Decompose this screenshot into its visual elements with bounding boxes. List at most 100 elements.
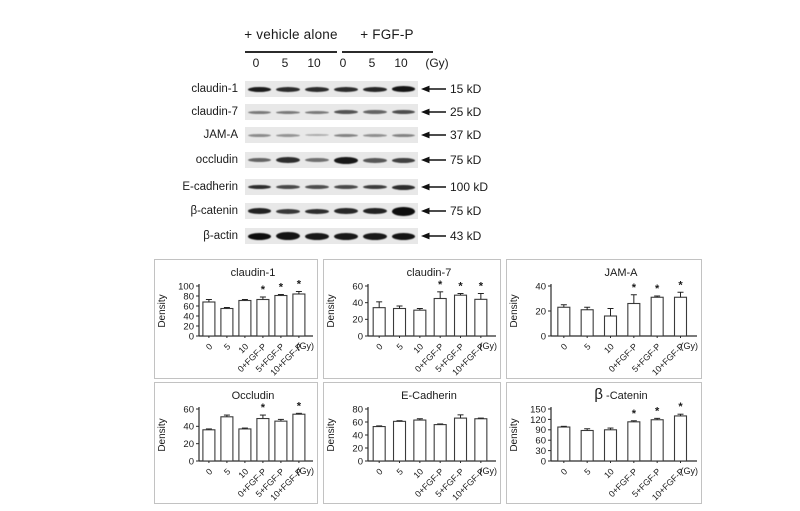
- blot-strip: [245, 179, 418, 195]
- kd-marker: 37 kD: [450, 128, 482, 142]
- y-tick-label: 30: [535, 446, 546, 457]
- x-tick-label: 10: [411, 466, 425, 480]
- significance-asterisk: *: [279, 282, 284, 294]
- bar: [580, 309, 594, 337]
- chart-box-occludin: Occludin Density 0 20 40 60 0 5 10 * 0+FGF-P 5+FGF-…: [154, 382, 318, 504]
- blot-band: [247, 86, 272, 92]
- bar: [256, 417, 270, 462]
- x-tick-label: 5: [222, 341, 233, 352]
- blot-band: [391, 86, 416, 92]
- y-tick-label: 20: [183, 321, 194, 332]
- bar: [220, 416, 234, 462]
- chart-box-claudin-7: claudin-7 Density 0 20 40 60 0 5 10 * 0+FGF-P * 5+FG…: [323, 259, 501, 379]
- bar: [202, 301, 216, 337]
- y-tick-label: 80: [352, 404, 363, 415]
- dose-label: 10: [394, 56, 408, 70]
- significance-asterisk: *: [632, 408, 637, 420]
- bar: [650, 296, 664, 337]
- bar: [627, 302, 641, 337]
- blot-band: [334, 86, 358, 92]
- blot-band: [334, 133, 358, 137]
- blot-band: [276, 86, 301, 92]
- blot-band: [334, 185, 358, 189]
- x-unit-label: (Gy): [681, 466, 699, 476]
- blot-band: [391, 206, 416, 216]
- x-unit-label: (Gy): [480, 341, 498, 351]
- y-axis-label: Density: [509, 418, 520, 451]
- western-blot-panel: + vehicle alone + FGF-P 0 5 10 0 5 10 (G…: [0, 0, 800, 255]
- blot-strip: [245, 104, 418, 120]
- significance-asterisk: *: [479, 281, 484, 293]
- y-axis-label: Density: [157, 294, 168, 327]
- x-unit-label: (Gy): [681, 341, 699, 351]
- group-underline-vehicle: [245, 51, 337, 53]
- bar: [650, 419, 664, 462]
- bar: [453, 417, 468, 462]
- blot-band: [391, 133, 416, 137]
- chart-box-claudin-1: claudin-1 Density 0 20 40 60 80 100 0 5 10 * 0+FGF-P…: [154, 259, 318, 379]
- density-chart-grid: claudin-1 Density 0 20 40 60 80 100 0 5 10 * 0+FGF-P…: [154, 259, 702, 504]
- blot-band: [276, 208, 301, 214]
- significance-asterisk: *: [297, 279, 302, 291]
- y-tick-label: 0: [541, 456, 546, 467]
- y-tick-label: 60: [183, 404, 194, 415]
- dose-unit-label: (Gy): [425, 56, 449, 70]
- left-arrow-icon: [421, 156, 446, 164]
- x-tick-label: 5: [582, 341, 593, 352]
- blot-band: [247, 158, 272, 162]
- left-arrow-icon: [421, 183, 446, 191]
- blot-band: [247, 133, 272, 137]
- chart-box-b-catenin: β -Catenin Density 0 30 60 90 120 150 0 5 10 * 0+FGF…: [506, 382, 702, 504]
- x-tick-label: 5: [394, 466, 405, 477]
- y-tick-label: 40: [535, 281, 546, 292]
- y-tick-label: 20: [535, 306, 546, 317]
- x-tick-label: 5: [222, 466, 233, 477]
- blot-strip: [245, 228, 418, 244]
- blot-band: [334, 208, 358, 214]
- y-tick-label: 100: [178, 281, 194, 292]
- blot-band: [362, 86, 387, 92]
- blot-band: [362, 208, 387, 214]
- blot-band: [305, 86, 329, 92]
- blot-band: [362, 185, 387, 189]
- y-axis-label: Density: [157, 418, 168, 451]
- blot-row-e-cadherin: E-cadherin 100 kD: [0, 178, 800, 196]
- bar: [413, 419, 427, 462]
- x-tick-label: 0: [559, 341, 570, 352]
- y-tick-label: 60: [183, 301, 194, 312]
- blot-row-occludin: occludin 75 kD: [0, 151, 800, 169]
- blot-band: [276, 157, 301, 163]
- x-unit-label: (Gy): [297, 466, 315, 476]
- chart-title: claudin-7: [407, 267, 452, 279]
- blot-band: [276, 232, 301, 240]
- chart-title: Occludin: [232, 390, 275, 402]
- chart-title: E-Cadherin: [401, 390, 457, 402]
- x-tick-label: 0: [204, 341, 215, 352]
- blot-band: [391, 184, 416, 190]
- y-tick-label: 0: [189, 331, 194, 342]
- x-tick-label: 0: [204, 466, 215, 477]
- bar: [673, 296, 688, 337]
- bar: [433, 297, 447, 337]
- y-tick-label: 0: [358, 456, 363, 467]
- protein-label: claudin-1: [191, 83, 238, 95]
- dose-label: 5: [368, 56, 376, 70]
- bar: [220, 307, 234, 337]
- y-tick-label: 60: [352, 417, 363, 428]
- x-unit-label: (Gy): [297, 341, 315, 351]
- blot-row-claudin-7: claudin-7 25 kD: [0, 103, 800, 121]
- bar: [238, 428, 252, 462]
- bar: [292, 413, 306, 462]
- bar: [603, 315, 618, 337]
- y-tick-label: 90: [535, 425, 546, 436]
- dose-label: 10: [307, 56, 321, 70]
- protein-label: claudin-7: [191, 106, 238, 118]
- blot-strip: [245, 127, 418, 143]
- blot-band: [276, 110, 301, 114]
- blot-strip: [245, 203, 418, 219]
- left-arrow-icon: [421, 85, 446, 93]
